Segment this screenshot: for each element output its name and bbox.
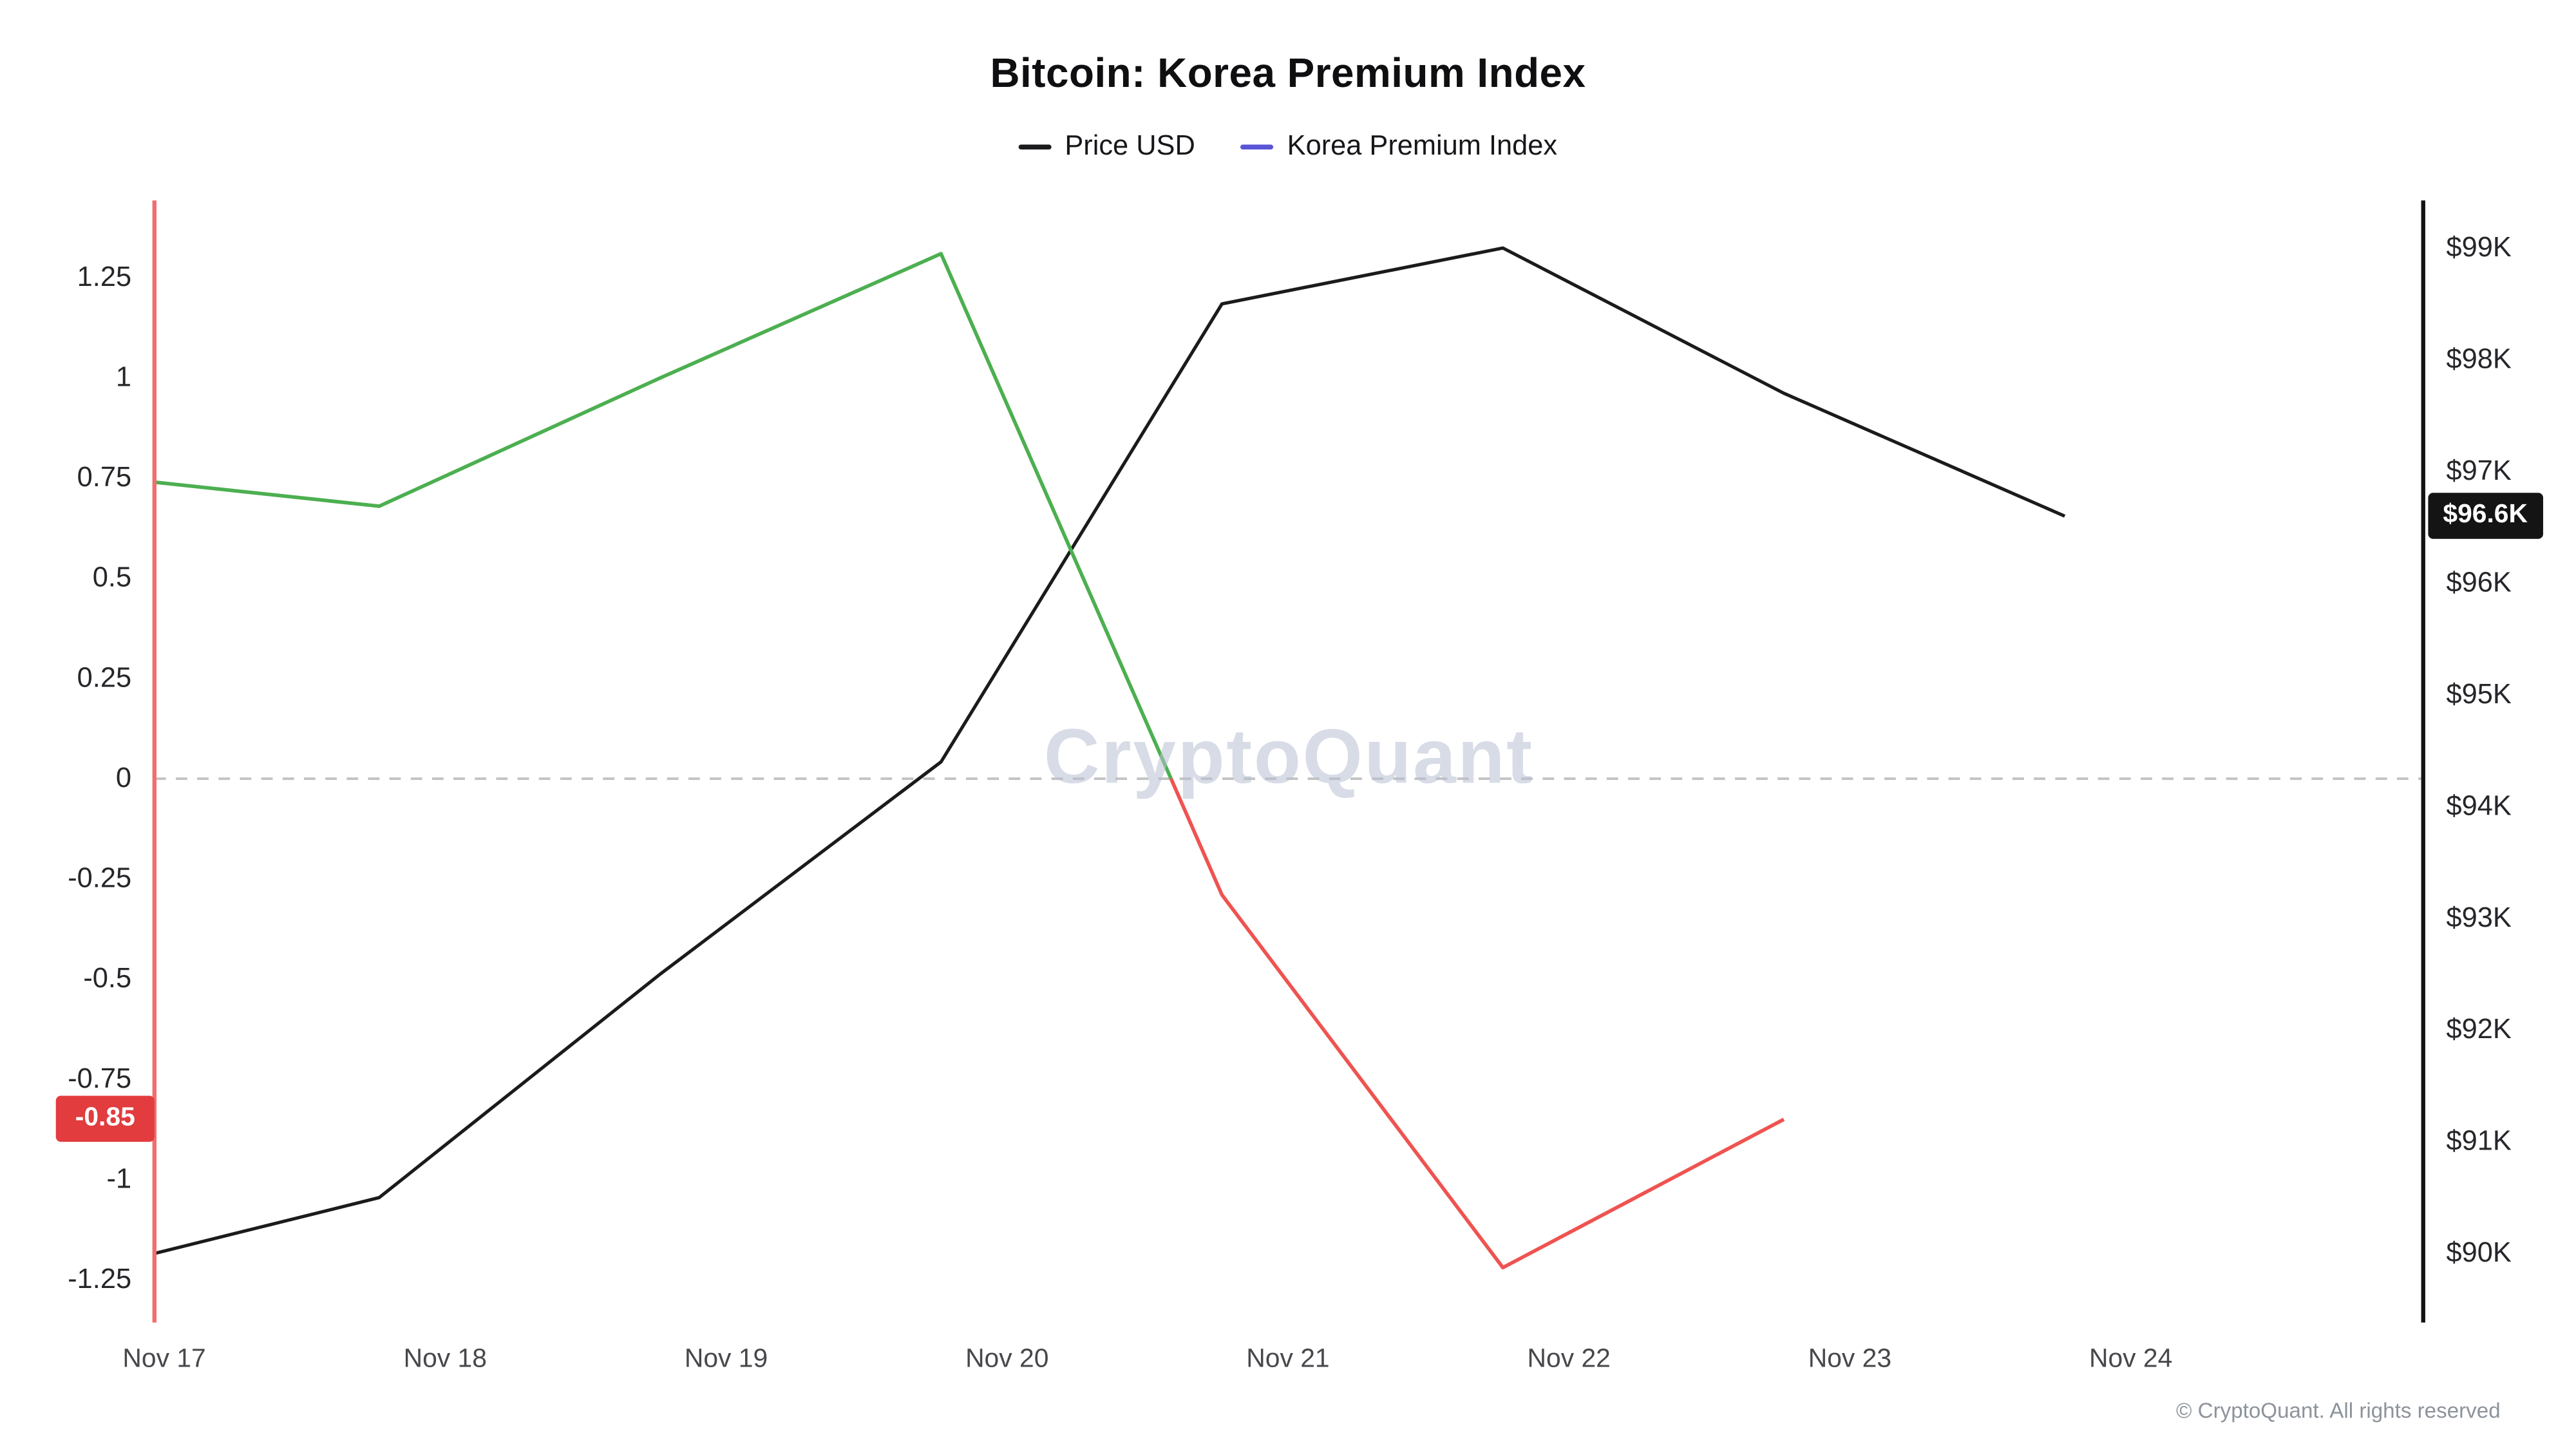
korea-premium-line-icon <box>1241 144 1274 149</box>
x-tick-label: Nov 24 <box>2088 1345 2173 1374</box>
page-title: Bitcoin: Korea Premium Index <box>990 51 1586 97</box>
x-tick-label: Nov 23 <box>1808 1345 1892 1374</box>
right-tick-label: $99K <box>2446 231 2512 263</box>
legend-label-korea-premium: Korea Premium Index <box>1287 129 1558 161</box>
left-tick-label: 0.25 <box>77 662 132 694</box>
right-tick-label: $97K <box>2446 455 2512 487</box>
x-tick-label: Nov 18 <box>403 1345 487 1374</box>
x-tick-label: Nov 19 <box>684 1345 768 1374</box>
legend: Price USD Korea Premium Index <box>0 130 2576 163</box>
left-tick-label: 0 <box>115 762 132 794</box>
price-badge: $96.6K <box>2428 493 2543 540</box>
right-tick-label: $92K <box>2446 1013 2512 1045</box>
right-tick-label: $93K <box>2446 902 2512 933</box>
left-axis-badge: -0.85 <box>55 1096 155 1142</box>
left-tick-label: 0.75 <box>77 461 132 493</box>
left-tick-label: -1 <box>106 1162 132 1195</box>
left-tick-label: -0.75 <box>68 1063 132 1094</box>
price-usd-line-icon <box>1018 144 1052 149</box>
left-tick-label: 0.5 <box>92 562 132 593</box>
x-tick-label: Nov 22 <box>1527 1345 1611 1374</box>
x-axis: Nov 17 Nov 18 Nov 19 Nov 20 Nov 21 Nov 22 Nov … <box>0 1344 2576 1383</box>
right-axis: $99K $98K $97K $96K $95K $94K $93K $92K $91K $90K <box>2446 0 2576 1449</box>
left-tick-label: 1 <box>115 361 132 393</box>
legend-item-price-usd[interactable]: Price USD <box>1018 129 1195 163</box>
legend-item-korea-premium[interactable]: Korea Premium Index <box>1241 130 1557 163</box>
right-tick-label: $94K <box>2446 790 2512 822</box>
right-tick-label: $98K <box>2446 343 2512 375</box>
left-tick-label: 1.25 <box>77 261 132 293</box>
left-tick-label: -0.5 <box>83 962 132 994</box>
left-tick-label: -0.25 <box>68 862 132 894</box>
price-usd-line <box>154 246 2066 1255</box>
right-tick-label: $90K <box>2446 1236 2512 1269</box>
copyright: © CryptoQuant. All rights reserved <box>2175 1397 2501 1423</box>
left-axis: 1.25 1 0.75 0.5 0.25 0 -0.25 -0.5 -0.75 -1 -1.25 <box>0 0 131 1449</box>
x-tick-label: Nov 20 <box>965 1345 1049 1374</box>
right-tick-label: $96K <box>2446 567 2512 598</box>
x-tick-label: Nov 17 <box>122 1345 206 1374</box>
x-tick-label: Nov 21 <box>1246 1345 1330 1374</box>
right-tick-label: $95K <box>2446 678 2512 710</box>
right-tick-label: $91K <box>2446 1125 2512 1157</box>
korea-premium-line-positive <box>154 252 1173 780</box>
left-tick-label: -1.25 <box>68 1263 132 1294</box>
legend-label-price-usd: Price USD <box>1065 129 1195 161</box>
korea-premium-line-negative <box>1169 778 1785 1270</box>
